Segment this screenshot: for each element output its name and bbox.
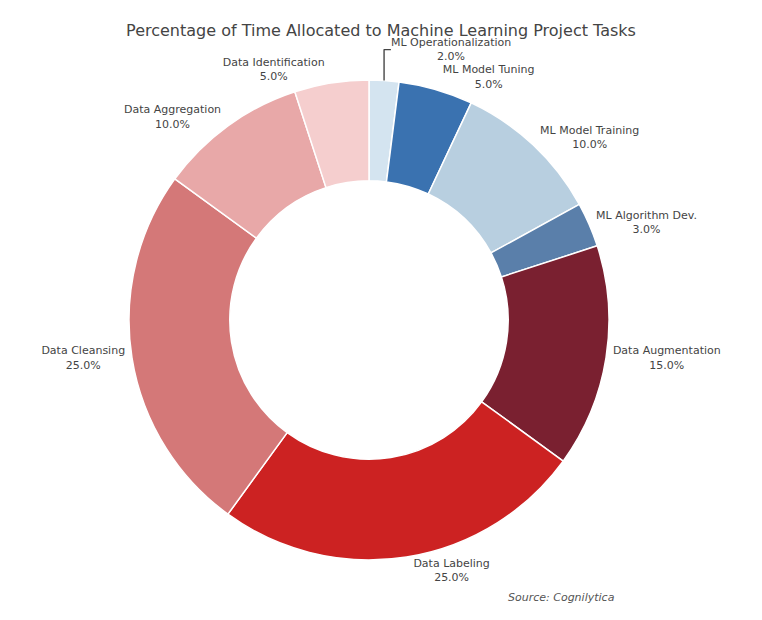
svg-text:ML Operationalization2.0%: ML Operationalization2.0% [391, 36, 511, 63]
svg-text:ML Algorithm Dev.3.0%: ML Algorithm Dev.3.0% [596, 209, 697, 236]
svg-text:Data Augmentation15.0%: Data Augmentation15.0% [613, 344, 721, 371]
svg-text:Data Cleansing25.0%: Data Cleansing25.0% [41, 344, 125, 371]
svg-text:Source: Cognilytica: Source: Cognilytica [508, 591, 615, 604]
svg-text:ML Model Tuning5.0%: ML Model Tuning5.0% [443, 63, 535, 90]
svg-text:Percentage of Time Allocated t: Percentage of Time Allocated to Machine … [126, 21, 636, 40]
svg-text:Data Aggregation10.0%: Data Aggregation10.0% [124, 103, 221, 130]
svg-text:Data Identification5.0%: Data Identification5.0% [223, 56, 325, 83]
svg-text:Data Labeling25.0%: Data Labeling25.0% [413, 557, 489, 584]
svg-text:ML Model Training10.0%: ML Model Training10.0% [540, 124, 639, 151]
